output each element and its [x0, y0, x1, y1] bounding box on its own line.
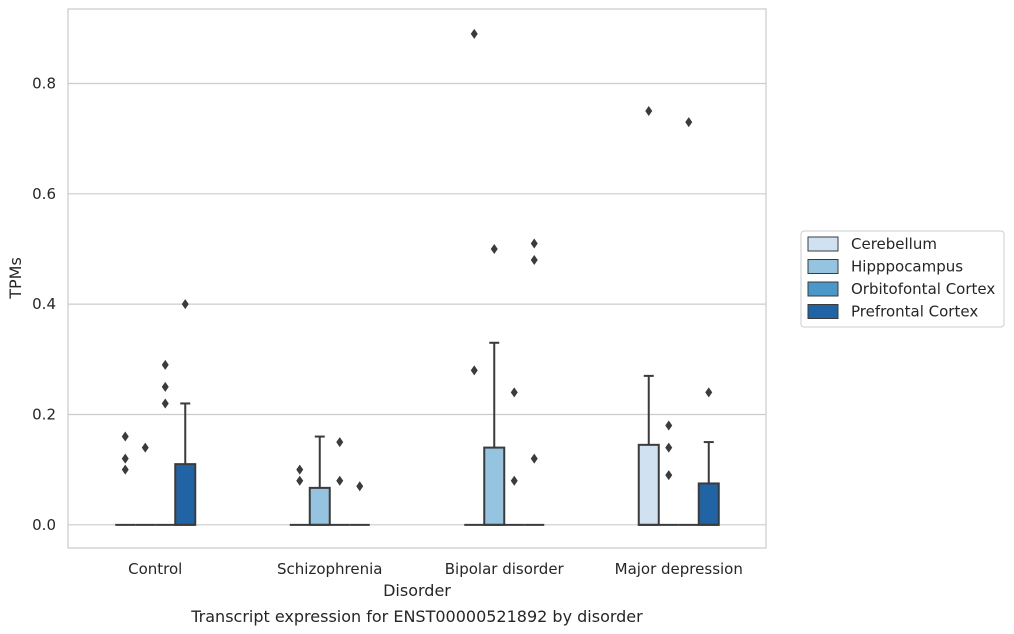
- box: [349, 481, 370, 526]
- x-axis-ticks: Control Schizophrenia Bipolar disorder Majo…: [128, 560, 743, 578]
- outlier-point: [470, 28, 478, 39]
- box: [115, 431, 136, 526]
- outlier-point: [161, 398, 169, 409]
- x-tick-label: Bipolar disorder: [445, 560, 565, 578]
- outlier-point: [510, 387, 518, 398]
- legend-swatch: [807, 304, 839, 319]
- outlier-point: [161, 359, 169, 370]
- grid-lines: [68, 82, 766, 526]
- legend-label: Hipppocampus: [851, 258, 963, 276]
- outlier-point: [685, 117, 693, 128]
- series-cerebellum: [115, 28, 660, 526]
- x-tick-label: Major depression: [615, 560, 743, 578]
- box-series: [115, 28, 720, 526]
- box: [524, 238, 545, 526]
- outlier-point: [510, 475, 518, 486]
- y-tick-label: 0.6: [32, 185, 56, 203]
- outlier-point: [665, 420, 673, 431]
- x-tick-label: Schizophrenia: [277, 560, 382, 578]
- box-body: [308, 486, 331, 526]
- box: [135, 442, 156, 526]
- chart-caption: Transcript expression for ENST0000052189…: [190, 607, 643, 626]
- y-tick-label: 0.8: [32, 74, 56, 92]
- outlier-point: [121, 431, 129, 442]
- y-tick-label: 0.0: [32, 516, 56, 534]
- y-tick-label: 0.4: [32, 295, 56, 313]
- box: [678, 117, 699, 526]
- box: [504, 387, 525, 526]
- box: [637, 106, 660, 526]
- outlier-point: [705, 387, 713, 398]
- box-body: [697, 482, 720, 526]
- outlier-point: [356, 481, 364, 492]
- y-tick-label: 0.2: [32, 405, 56, 423]
- box-body: [483, 446, 506, 526]
- outlier-point: [296, 464, 304, 475]
- legend-swatch: [807, 236, 839, 252]
- legend-label: Prefrontal Cortex: [851, 303, 978, 321]
- box: [155, 359, 176, 526]
- outlier-point: [665, 442, 673, 453]
- legend-swatch: [807, 259, 839, 274]
- legend-label: Cerebellum: [851, 235, 937, 253]
- legend-label: Orbitofontal Cortex: [851, 280, 995, 298]
- outlier-point: [530, 453, 538, 464]
- legend: Cerebellum Hipppocampus Orbitofontal Corte…: [800, 230, 1005, 328]
- series-hipppocampus: [135, 243, 679, 526]
- outlier-point: [665, 470, 673, 481]
- box: [658, 420, 679, 526]
- outlier-point: [336, 475, 344, 486]
- box: [697, 387, 720, 526]
- outlier-point: [530, 255, 538, 266]
- plot-area-frame: [67, 8, 767, 549]
- y-axis-ticks: 0.0 0.2 0.4 0.6 0.8: [32, 74, 56, 533]
- y-axis-title: TPMs: [6, 257, 25, 300]
- x-tick-label: Control: [128, 560, 182, 578]
- outlier-point: [490, 243, 498, 254]
- outlier-point: [121, 464, 129, 475]
- box: [329, 437, 350, 526]
- legend-frame: [800, 230, 1005, 328]
- outlier-point: [645, 106, 653, 117]
- box: [464, 28, 485, 526]
- outlier-point: [161, 381, 169, 392]
- box-body: [174, 463, 197, 526]
- outlier-point: [336, 437, 344, 448]
- outlier-point: [141, 442, 149, 453]
- box: [174, 299, 197, 526]
- outlier-point: [470, 365, 478, 376]
- x-axis-title: Disorder: [383, 581, 451, 600]
- outlier-point: [530, 238, 538, 249]
- box: [308, 435, 331, 526]
- box: [289, 464, 310, 526]
- series-orbitofontal-cortex: [155, 117, 699, 526]
- series-prefrontal-cortex: [174, 238, 720, 526]
- box: [483, 243, 506, 526]
- outlier-point: [181, 299, 189, 310]
- legend-swatch: [807, 281, 839, 297]
- box-body: [637, 443, 660, 526]
- outlier-point: [296, 475, 304, 486]
- outlier-point: [121, 453, 129, 464]
